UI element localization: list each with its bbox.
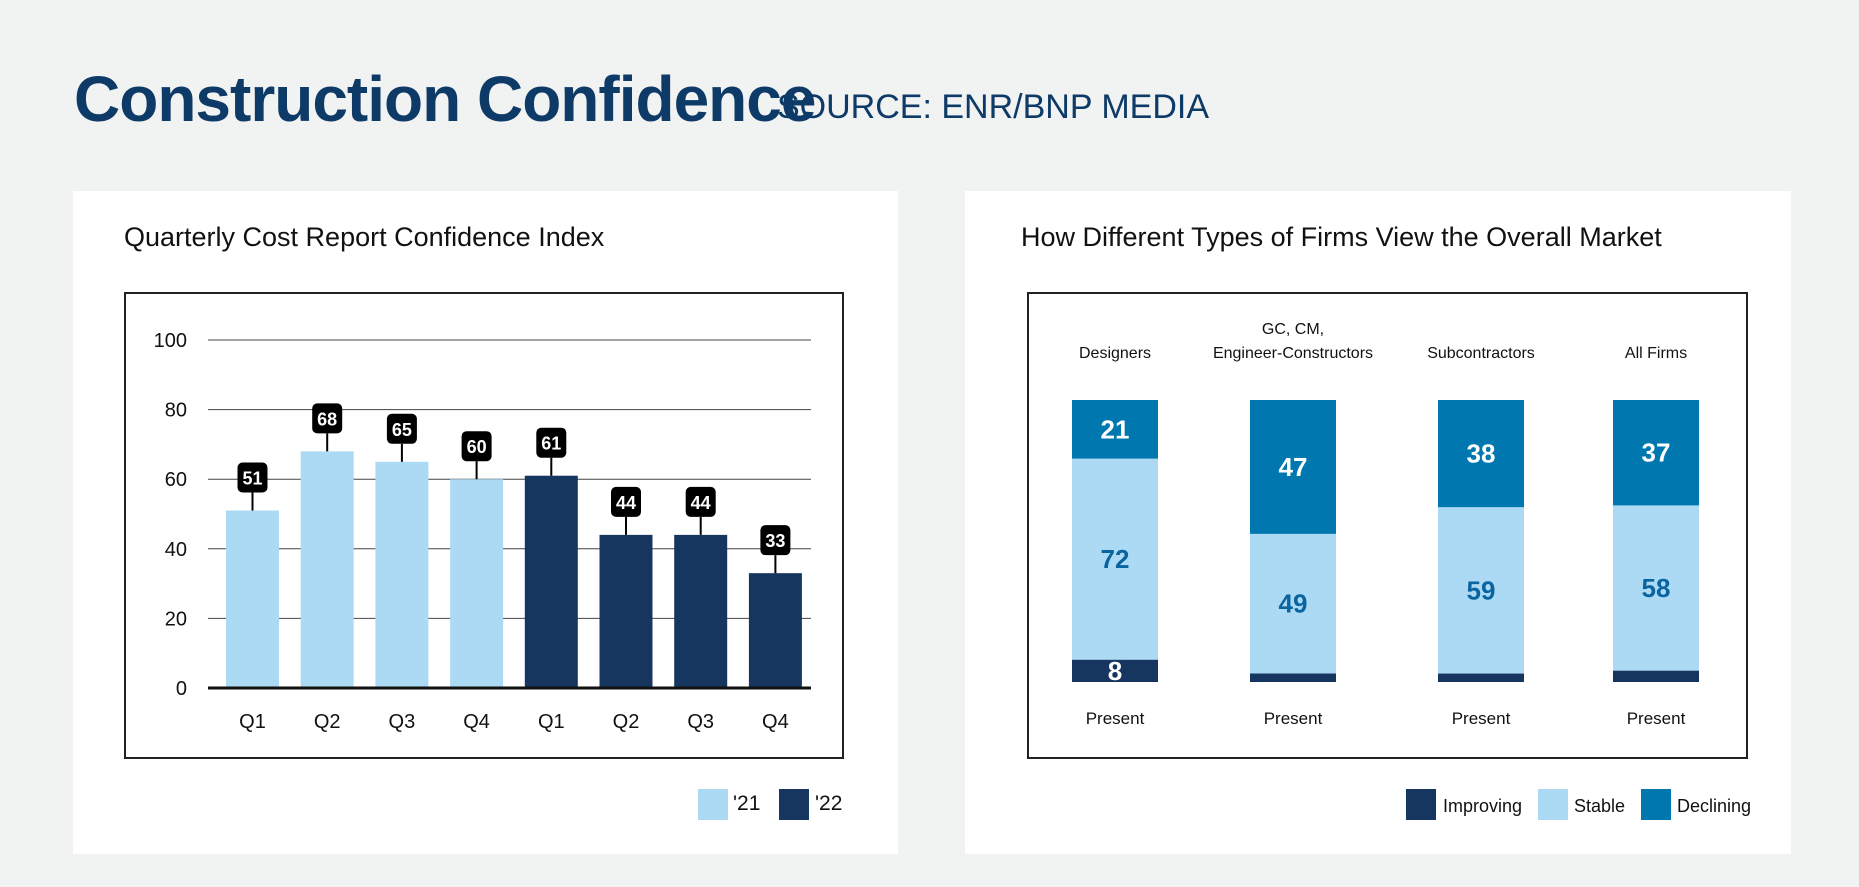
segment-stable [1250, 533, 1336, 674]
category-label: All Firms [1625, 345, 1687, 362]
legend-label-improving: Improving [1443, 796, 1523, 816]
legend-label-declining: Declining [1677, 796, 1752, 816]
legend-label-21: '21 [733, 792, 761, 815]
firm-views-frame [1027, 292, 1748, 759]
segment-stable [1613, 505, 1699, 671]
segment-value: 72 [1101, 544, 1130, 574]
bar [450, 479, 504, 688]
legend-label-stable: Stable [1574, 796, 1626, 816]
x-tick-label: Q4 [762, 711, 789, 733]
segment-value: 58 [1642, 573, 1671, 603]
legend-swatch-improving [1406, 789, 1436, 820]
data-label: 33 [765, 531, 785, 551]
segment-value: 59 [1467, 575, 1496, 605]
source-credit: SOURCE: ENR/BNP MEDIA [777, 88, 1210, 126]
x-tick-label: Q2 [613, 711, 640, 733]
bar [599, 534, 653, 688]
x-tick-label: Q3 [389, 711, 416, 733]
segment-value: 49 [1279, 589, 1308, 619]
category-label: Subcontractors [1427, 345, 1535, 362]
legend-label-22: '22 [815, 792, 843, 815]
y-tick-label: 100 [154, 330, 187, 352]
data-label-box [760, 525, 791, 556]
segment-declining [1072, 400, 1158, 459]
segment-value: 8 [1108, 656, 1122, 686]
segment-improving [1613, 670, 1699, 682]
data-label: 60 [467, 437, 487, 457]
data-label-box [386, 413, 417, 444]
segment-declining [1250, 400, 1336, 534]
page-title: Construction Confidence [74, 63, 816, 135]
segment-declining [1438, 400, 1524, 508]
firm-views-title: How Different Types of Firms View the Ov… [1021, 222, 1662, 252]
y-tick-label: 60 [165, 469, 187, 491]
bar [674, 534, 728, 688]
legend-swatch-declining [1641, 789, 1671, 820]
data-label: 51 [242, 469, 262, 489]
data-label: 44 [691, 493, 711, 513]
x-tick-label: Q2 [314, 711, 341, 733]
data-label: 68 [317, 409, 337, 429]
data-label-box [461, 431, 492, 462]
data-label-box [237, 462, 268, 493]
y-tick-label: 20 [165, 608, 187, 630]
segment-value: 21 [1101, 414, 1130, 444]
bar [524, 475, 578, 688]
data-label-box [536, 427, 567, 458]
legend-swatch-22 [779, 789, 809, 820]
data-label-box [685, 486, 716, 517]
segment-value: 38 [1467, 439, 1496, 469]
x-tick-label: Q4 [463, 711, 490, 733]
x-tick-label: Q1 [239, 711, 266, 733]
category-label: Engineer-Constructors [1213, 345, 1373, 362]
x-tick-label: Q1 [538, 711, 565, 733]
confidence-index-frame [124, 292, 844, 759]
segment-improving [1250, 673, 1336, 682]
segment-value: 47 [1279, 452, 1308, 482]
segment-stable [1072, 458, 1158, 660]
legend-swatch-21 [698, 789, 728, 820]
bar [300, 451, 354, 688]
bar [748, 573, 802, 688]
segment-declining [1613, 400, 1699, 506]
y-tick-label: 0 [176, 678, 187, 700]
data-label: 44 [616, 493, 636, 513]
y-tick-label: 80 [165, 400, 187, 422]
x-label-present: Present [1086, 709, 1145, 728]
bar [226, 510, 279, 688]
data-label-box [611, 486, 641, 517]
x-tick-label: Q3 [687, 711, 714, 733]
confidence-index-title: Quarterly Cost Report Confidence Index [124, 222, 605, 252]
segment-value: 37 [1642, 438, 1671, 468]
category-label: GC, CM, [1262, 321, 1324, 338]
data-label-box [312, 403, 343, 434]
x-label-present: Present [1627, 709, 1686, 728]
data-label: 61 [541, 434, 561, 454]
x-label-present: Present [1452, 709, 1511, 728]
y-tick-label: 40 [165, 539, 187, 561]
legend-swatch-stable [1538, 789, 1568, 820]
x-label-present: Present [1264, 709, 1323, 728]
data-label: 65 [392, 420, 412, 440]
bar [375, 461, 429, 688]
segment-improving [1438, 673, 1524, 682]
segment-stable [1438, 507, 1524, 674]
category-label: Designers [1079, 345, 1151, 362]
segment-improving [1072, 659, 1158, 682]
